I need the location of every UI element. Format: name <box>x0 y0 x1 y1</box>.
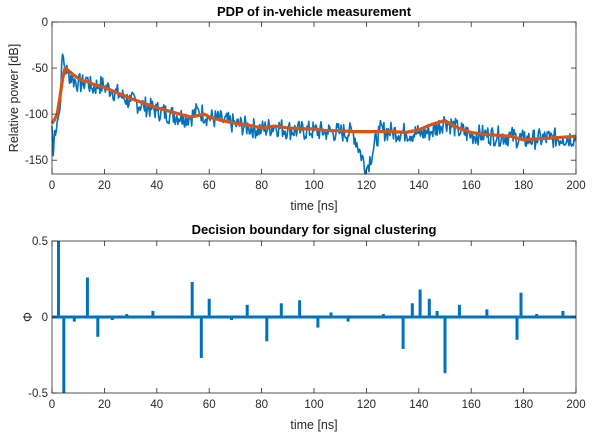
y-tick-label: -150 <box>25 155 48 167</box>
x-tick-label: 160 <box>462 180 481 192</box>
bottom-chart-x-axis-label: time [ns] <box>290 418 337 432</box>
y-tick-label: 0.5 <box>32 236 48 248</box>
x-tick-label: 120 <box>357 180 376 192</box>
y-tick-label: 0 <box>42 312 48 324</box>
top-chart-panel: PDP of in-vehicle measurement 0 20 40 60 80 1… <box>7 4 586 213</box>
top-chart-y-axis-label: Relative power [dB] <box>7 44 21 152</box>
top-chart-title: PDP of in-vehicle measurement <box>217 4 412 19</box>
top-chart-ticks: 0 20 40 60 80 100 120 140 160 180 200 0 -50 -100 -150 <box>25 17 586 192</box>
y-tick-label: -50 <box>31 63 48 75</box>
x-tick-label: 200 <box>566 399 585 411</box>
x-tick-label: 140 <box>409 399 428 411</box>
x-tick-label: 0 <box>49 399 55 411</box>
x-tick-label: 100 <box>304 399 323 411</box>
y-tick-label: -100 <box>25 109 48 121</box>
series-envelope-line <box>50 66 577 142</box>
y-tick-label: 0 <box>42 17 48 29</box>
bottom-chart-panel: Decision boundary for signal clustering … <box>21 222 586 432</box>
x-tick-label: 100 <box>304 180 323 192</box>
bottom-chart-title: Decision boundary for signal clustering <box>192 222 437 237</box>
x-tick-label: 40 <box>150 180 163 192</box>
x-tick-label: 180 <box>514 180 533 192</box>
x-tick-label: 140 <box>409 180 428 192</box>
x-tick-label: 20 <box>98 180 111 192</box>
x-tick-label: 60 <box>203 399 216 411</box>
x-tick-label: 120 <box>357 399 376 411</box>
x-tick-label: 0 <box>49 180 55 192</box>
x-tick-label: 80 <box>255 180 268 192</box>
top-chart-x-axis-label: time [ns] <box>290 199 337 213</box>
x-tick-label: 200 <box>566 180 585 192</box>
x-tick-label: 80 <box>255 399 268 411</box>
x-tick-label: 60 <box>203 180 216 192</box>
x-tick-label: 20 <box>98 399 111 411</box>
x-tick-label: 180 <box>514 399 533 411</box>
top-chart-plot-area <box>50 53 577 175</box>
x-tick-label: 160 <box>462 399 481 411</box>
bottom-chart-y-axis-label: Φ <box>21 312 35 322</box>
x-tick-label: 40 <box>150 399 163 411</box>
bottom-chart-plot-area <box>52 241 576 393</box>
y-tick-label: -0.5 <box>28 388 48 400</box>
series-measurement-line <box>51 53 577 175</box>
